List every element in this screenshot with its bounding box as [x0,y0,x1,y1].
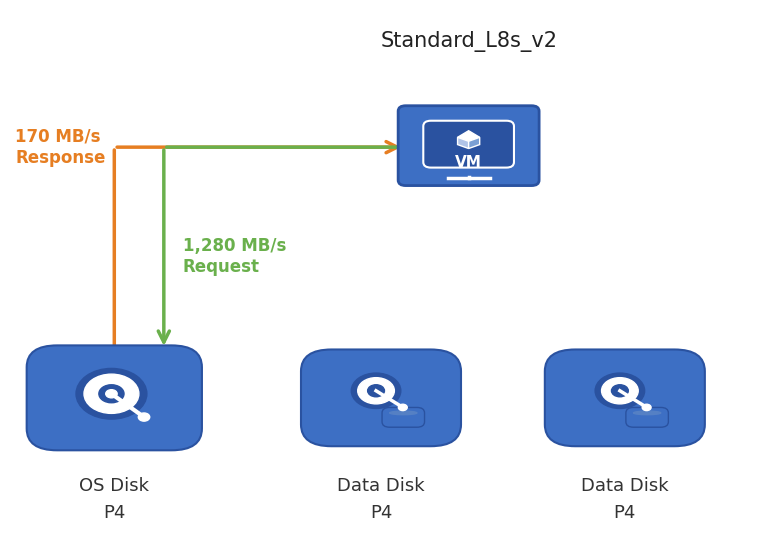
FancyBboxPatch shape [424,121,514,168]
FancyBboxPatch shape [545,349,705,446]
Circle shape [595,373,645,409]
Text: 1,280 MB/s
Request: 1,280 MB/s Request [183,237,287,276]
Circle shape [642,404,651,410]
Circle shape [84,374,139,414]
Ellipse shape [389,411,417,415]
Circle shape [139,413,149,421]
FancyBboxPatch shape [626,408,668,427]
Text: P4: P4 [370,504,392,522]
Polygon shape [469,137,480,149]
Text: P4: P4 [613,504,636,522]
Circle shape [99,385,124,403]
FancyBboxPatch shape [301,349,461,446]
FancyBboxPatch shape [27,346,202,450]
Text: P4: P4 [103,504,126,522]
FancyBboxPatch shape [382,408,424,427]
Text: Standard_L8s_v2: Standard_L8s_v2 [380,31,557,52]
FancyBboxPatch shape [398,106,539,186]
Text: Data Disk: Data Disk [338,477,424,495]
Text: VM: VM [455,155,482,169]
Circle shape [357,378,395,404]
Text: 170 MB/s
Response: 170 MB/s Response [15,128,106,167]
Circle shape [367,385,385,397]
Ellipse shape [633,411,661,415]
Polygon shape [457,131,480,141]
Circle shape [399,404,407,410]
Circle shape [351,373,401,409]
Text: OS Disk: OS Disk [79,477,149,495]
Circle shape [76,368,147,419]
Circle shape [106,390,117,398]
Circle shape [611,385,629,397]
Text: Data Disk: Data Disk [581,477,668,495]
Polygon shape [457,137,469,149]
Circle shape [601,378,639,404]
